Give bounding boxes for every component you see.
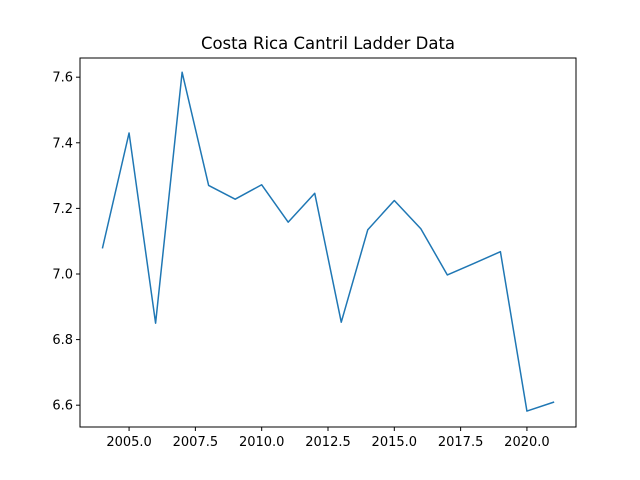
data-point [500,251,502,253]
data-point [553,401,555,403]
data-point [420,228,422,230]
data-point [155,322,157,324]
y-tick-label: 6.6 [52,399,73,414]
y-tick-label: 7.4 [52,136,73,151]
data-point [447,274,449,276]
series-line [101,71,555,412]
x-tick-label: 2015.0 [372,435,418,450]
data-point [314,193,316,195]
x-tick-label: 2010.0 [239,435,285,450]
x-tick-label: 2020.0 [504,435,550,450]
x-tick-label: 2005.0 [106,435,152,450]
data-point [473,263,475,265]
y-axis-ticks: 6.6 6.8 7.0 7.2 7.4 7.6 [52,71,80,414]
data-point [287,221,289,223]
y-tick-label: 7.6 [52,71,73,86]
data-point [208,185,210,187]
data-point [340,321,342,323]
data-point [234,198,236,200]
chart-title: Costa Rica Cantril Ladder Data [201,34,455,53]
data-point [526,410,528,412]
y-tick-label: 7.0 [52,267,73,282]
data-point [261,184,263,186]
y-tick-label: 6.8 [52,333,73,348]
data-point [394,200,396,202]
data-point [367,229,369,231]
y-tick-label: 7.2 [52,202,73,217]
plot-area-frame [79,57,577,428]
data-point [181,71,183,73]
data-point [128,132,130,134]
data-point [102,247,104,249]
x-tick-label: 2012.5 [305,435,351,450]
x-axis-ticks: 2005.0 2007.5 2010.0 2012.5 2015.0 2017.5 2020… [106,427,550,450]
x-tick-label: 2017.5 [438,435,484,450]
x-tick-label: 2007.5 [173,435,219,450]
